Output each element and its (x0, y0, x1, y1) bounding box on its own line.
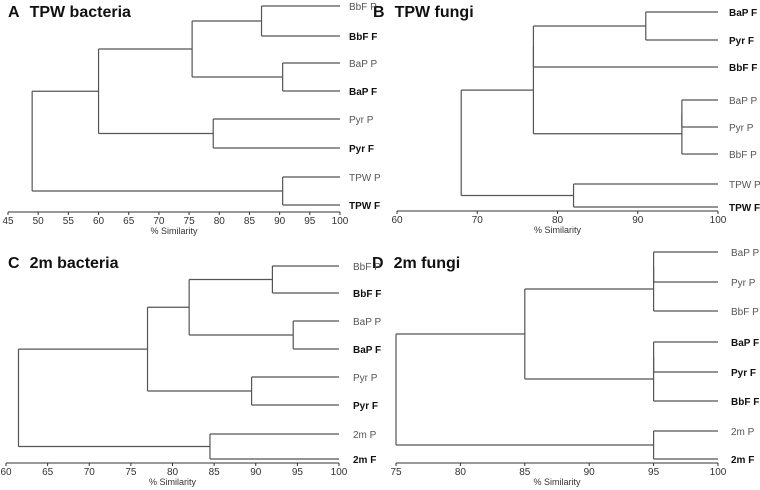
panel-c-tick-label: 80 (167, 467, 179, 478)
panel-a-tick-label: 100 (332, 216, 349, 227)
panel-a-tick-label: 50 (33, 216, 45, 227)
panel-b-tick-label: 60 (391, 215, 403, 226)
panel-a-tick-label: 80 (214, 216, 226, 227)
panel-b-leaf-label: BbF P (729, 150, 757, 161)
panel-c-tick-label: 60 (0, 467, 12, 478)
panel-b-title: B TPW fungi (373, 4, 474, 22)
panel-d-leaf-label: BaP F (731, 338, 759, 349)
panel-a-tick-label: 65 (123, 216, 135, 227)
panel-a-leaf-label: BbF F (349, 32, 377, 43)
panel-b-tick-label: 90 (632, 215, 644, 226)
panel-a-tick-label: 55 (63, 216, 75, 227)
panel-a-leaf-label: BaP F (349, 87, 377, 98)
panel-a-title-text: TPW bacteria (29, 4, 131, 21)
panel-a-leaf-label: Pyr P (349, 115, 374, 126)
panel-b-tick-label: 70 (472, 215, 484, 226)
panel-d-tick-label: 100 (710, 467, 727, 478)
panel-d-leaf-label: 2m P (731, 427, 755, 438)
panel-a-leaf-label: BbF P (349, 2, 377, 13)
panel-b-leaf-label: TPW P (729, 180, 760, 191)
panel-d-letter: D (372, 255, 384, 272)
panel-b-leaf-label: Pyr F (729, 36, 754, 47)
panel-d-leaf-label: Pyr F (731, 368, 756, 379)
panel-a-tick-label: 75 (184, 216, 196, 227)
panel-d-leaf-label: BbF P (731, 307, 759, 318)
panel-d-tick-label: 80 (455, 467, 467, 478)
panel-d-tick-label: 85 (519, 467, 531, 478)
panel-d-leaf-label: BaP P (731, 248, 759, 259)
panel-c-leaf-label: BbF P (353, 262, 381, 273)
panel-d-axis-label: % Similarity (533, 477, 581, 487)
panel-c-leaf-label: BaP F (353, 345, 381, 356)
panel-a-tick-label: 95 (304, 216, 316, 227)
panel-c-tick-label: 65 (42, 467, 54, 478)
panel-c-title: C 2m bacteria (8, 255, 119, 273)
panel-c-tick-label: 85 (209, 467, 221, 478)
panel-c-leaf-label: 2m P (353, 430, 377, 441)
panel-a-tick-label: 60 (93, 216, 105, 227)
panel-d-leaf-label: Pyr P (731, 278, 756, 289)
panel-a-tick-label: 90 (274, 216, 286, 227)
panel-a-leaf-label: TPW P (349, 173, 381, 184)
panel-b-leaf-label: BbF F (729, 63, 757, 74)
panel-a-tick-label: 85 (244, 216, 256, 227)
panel-c-leaf-label: 2m F (353, 455, 376, 466)
panel-b-leaf-label: BaP P (729, 96, 757, 107)
panel-d-tick-label: 95 (648, 467, 660, 478)
panel-a-tick-label: 70 (153, 216, 165, 227)
panel-d-title-text: 2m fungi (393, 255, 461, 272)
panel-a-leaf-label: BaP P (349, 59, 377, 70)
panel-a-axis-label: % Similarity (150, 226, 198, 236)
panel-d-tick-label: 75 (390, 467, 402, 478)
panel-b-title-text: TPW fungi (394, 4, 474, 21)
panel-d-leaf-label: BbF F (731, 397, 759, 408)
panel-c-leaf-label: Pyr P (353, 373, 378, 384)
panel-c-leaf-label: BaP P (353, 317, 381, 328)
panel-c-tick-label: 70 (84, 467, 96, 478)
panel-c-title-text: 2m bacteria (29, 255, 119, 272)
panel-b-letter: B (373, 4, 385, 21)
panel-b-leaf-label: Pyr P (729, 123, 754, 134)
panel-b-tick-label: 80 (552, 215, 564, 226)
panel-d-title: D 2m fungi (372, 255, 460, 273)
panel-a-tick-label: 45 (2, 216, 14, 227)
panel-c-tick-label: 95 (292, 467, 304, 478)
panel-a-title: A TPW bacteria (8, 4, 131, 22)
panel-b-leaf-label: TPW F (729, 203, 760, 214)
panel-c-leaf-label: BbF F (353, 289, 381, 300)
panel-a-leaf-label: TPW F (349, 201, 380, 212)
panel-a-letter: A (8, 4, 20, 21)
panel-d-tick-label: 90 (584, 467, 596, 478)
panel-a-leaf-label: Pyr F (349, 144, 374, 155)
panel-b-leaf-label: BaP F (729, 8, 757, 19)
panel-c-leaf-label: Pyr F (353, 401, 378, 412)
panel-c-axis-label: % Similarity (149, 477, 197, 487)
panel-c-tick-label: 75 (125, 467, 137, 478)
panel-d-leaf-label: 2m F (731, 455, 754, 466)
panel-b-axis-label: % Similarity (534, 225, 582, 235)
panel-b-tick-label: 100 (710, 215, 727, 226)
panel-c-tick-label: 90 (250, 467, 262, 478)
panel-c-letter: C (8, 255, 20, 272)
panel-c-tick-label: 100 (331, 467, 348, 478)
